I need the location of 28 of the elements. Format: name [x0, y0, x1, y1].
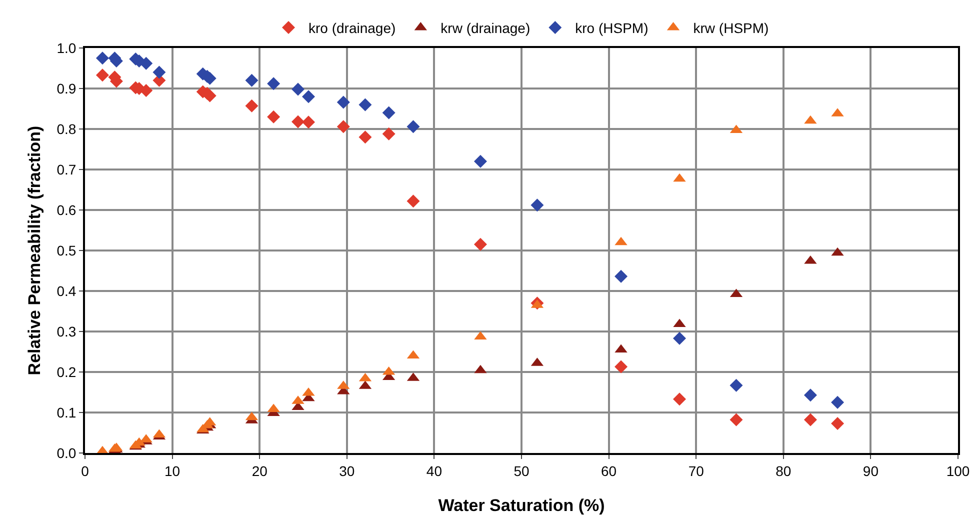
y-tick-label: 0.9: [56, 80, 76, 96]
legend-label: krw (drainage): [440, 20, 530, 36]
y-tick-label: 0.4: [56, 282, 76, 299]
legend-label: krw (HSPM): [693, 20, 769, 36]
y-tick-label: 0.8: [56, 120, 76, 137]
y-tick-label: 0.5: [56, 242, 76, 258]
legend-label: kro (drainage): [308, 20, 396, 36]
x-tick-label: 30: [339, 462, 355, 479]
y-tick-label: 0.7: [56, 161, 76, 178]
x-tick-label: 90: [862, 462, 879, 479]
y-tick-label: 0.0: [56, 444, 76, 461]
x-tick-label: 50: [514, 462, 530, 479]
x-tick-label: 60: [601, 462, 617, 479]
y-axis-title: Relative Permeability (fraction): [25, 126, 44, 376]
y-tick-label: 1.0: [56, 40, 76, 56]
x-tick-label: 20: [252, 462, 268, 479]
legend-label: kro (HSPM): [575, 20, 648, 36]
x-tick-label: 70: [688, 462, 704, 479]
y-tick-label: 0.1: [56, 404, 76, 420]
x-tick-label: 10: [164, 462, 180, 479]
x-axis-title: Water Saturation (%): [438, 496, 605, 515]
y-tick-label: 0.2: [56, 364, 76, 380]
x-tick-label: 40: [426, 462, 442, 479]
x-tick-label: 0: [81, 462, 90, 479]
x-tick-label: 80: [776, 462, 792, 479]
y-tick-label: 0.6: [56, 202, 76, 218]
x-tick-label: 100: [946, 462, 970, 479]
y-tick-label: 0.3: [56, 323, 76, 340]
